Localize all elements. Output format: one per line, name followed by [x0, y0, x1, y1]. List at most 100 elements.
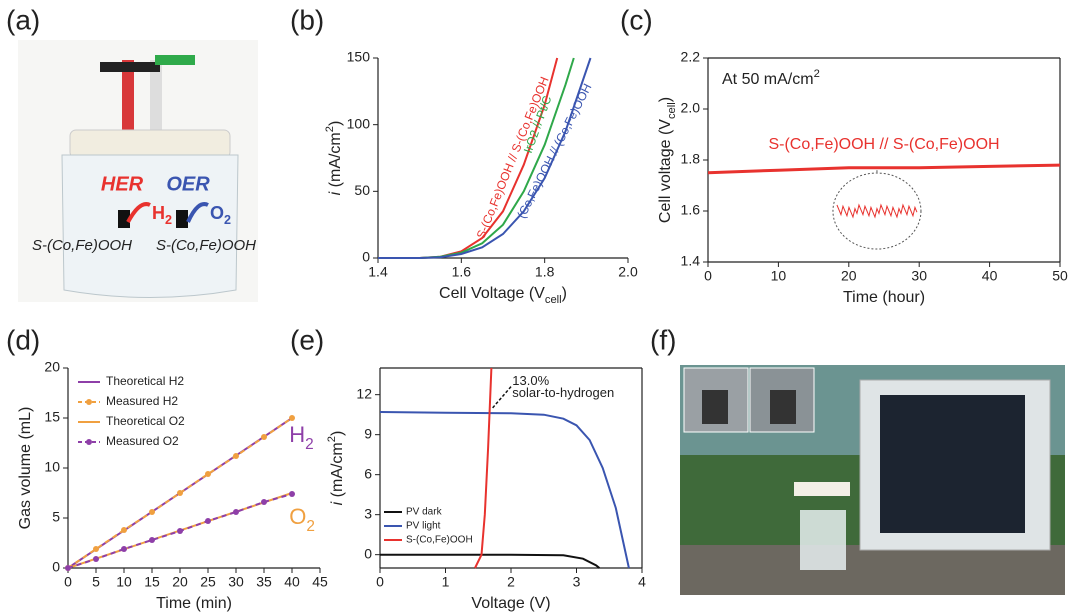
table: [680, 545, 1065, 595]
chart: 1.4 1.6 1.8 2.0 0 50 100 150 Cell Voltage (Vcell…: [324, 49, 638, 306]
x-tick-label: 10: [116, 574, 132, 590]
text-part: 2: [814, 68, 820, 80]
y-tick-label: 2.2: [681, 49, 701, 65]
point: [261, 434, 267, 440]
text-part: i: [327, 191, 344, 195]
photo-a: HER OER H2 O2 S-(Co,Fe)OOH S-(Co,Fe)OOH: [18, 40, 258, 302]
annotation: 13.0%: [512, 373, 549, 388]
series-line: [378, 57, 592, 259]
y-tick-label: 20: [44, 359, 60, 375]
inset: [832, 172, 922, 250]
y-tick-label: 150: [347, 49, 371, 65]
y-tick-label: 50: [354, 182, 370, 198]
y-tick-label: 1.6: [681, 202, 701, 218]
point: [177, 528, 183, 534]
x-tick-label: 50: [1052, 268, 1068, 284]
y-tick-label: 2.0: [681, 100, 701, 116]
panel-label: (d): [6, 324, 40, 355]
text-part: O: [289, 504, 306, 529]
o2-label: O2: [210, 203, 231, 228]
point: [205, 471, 211, 477]
x-tick-label: 10: [771, 268, 787, 284]
text-part: 2: [306, 518, 315, 535]
h2-label: H2: [152, 203, 172, 228]
inset-noise: [836, 203, 918, 219]
plot-area: [708, 163, 1060, 175]
legend-label: Measured H2: [106, 394, 178, 408]
y-axis-label: Cell voltage (Vcell): [657, 97, 678, 223]
text-part: (mA/cm: [327, 132, 344, 192]
annotation-arrow: [490, 386, 512, 410]
x-axis-label: Cell Voltage (Vcell): [439, 285, 567, 306]
legend-label: Theoretical H2: [106, 374, 184, 388]
x-tick-label: 20: [172, 574, 188, 590]
pv-panel: [880, 395, 1025, 533]
chart: 0 5 10 15 20 25 30 35 40 45 0 5 10 15 20 Time (min) Gas …: [17, 359, 328, 612]
point: [121, 546, 127, 552]
x-tick-label: 45: [312, 574, 328, 590]
text-part: O: [210, 203, 224, 223]
y-tick-label: 12: [356, 385, 372, 401]
x-tick-label: 1.6: [452, 264, 472, 280]
point: [261, 499, 267, 505]
x-tick-label: 25: [200, 574, 216, 590]
x-axis-label: Time (hour): [843, 289, 925, 306]
clip: [155, 55, 195, 65]
y-tick-label: 5: [52, 509, 60, 525]
cap: [69, 129, 231, 159]
panel-label: (b): [290, 4, 324, 35]
arrow: [186, 202, 209, 223]
x-tick-label: 1.4: [368, 264, 388, 280]
x-tick-label: 1: [442, 574, 450, 590]
legend-label: S-(Co,Fe)OOH: [406, 535, 473, 546]
x-tick-label: 35: [256, 574, 272, 590]
panel-label: (e): [290, 324, 324, 355]
text-part: (mA/cm: [329, 442, 346, 502]
point: [93, 556, 99, 562]
x-tick-label: 0: [64, 574, 72, 590]
electrode-label: S-(Co,Fe)OOH: [156, 237, 256, 254]
series-line: [708, 163, 1060, 175]
x-tick-label: 5: [92, 574, 100, 590]
point: [149, 509, 155, 515]
x-tick-label: 40: [982, 268, 998, 284]
her-label: HER: [101, 173, 144, 195]
text-part: ): [327, 121, 344, 126]
y-tick-label: 10: [44, 459, 60, 475]
text-part: 2: [326, 436, 338, 442]
text-part: H: [152, 203, 165, 223]
y-tick-label: 6: [364, 465, 372, 481]
point: [205, 518, 211, 524]
legend-label: Theoretical O2: [106, 414, 185, 428]
text-part: ): [329, 431, 346, 436]
electrode: [702, 390, 728, 424]
y-axis-label: i (mA/cm2): [326, 431, 346, 506]
text-part: 2: [224, 213, 231, 227]
chart: 0 10 20 30 40 50 1.4 1.6 1.8 2.0 2.2 Time (hour) Cel…: [657, 49, 1068, 307]
legend-marker: [86, 399, 92, 405]
y-tick-label: 9: [364, 425, 372, 441]
series-line: [474, 367, 493, 569]
annotation: H2: [289, 422, 313, 453]
x-tick-label: 30: [228, 574, 244, 590]
x-tick-label: 2: [507, 574, 515, 590]
legend-marker: [86, 439, 92, 445]
x-tick-label: 4: [638, 574, 646, 590]
point: [177, 490, 183, 496]
y-tick-label: 1.8: [681, 151, 701, 167]
oer-label: OER: [166, 173, 210, 195]
text-part: 2: [324, 126, 336, 132]
x-axis-label: Voltage (V): [471, 595, 550, 612]
series-label: S-(Co,Fe)OOH // S-(Co,Fe)OOH: [768, 136, 999, 153]
series-line: [380, 553, 601, 569]
photo-f: [680, 365, 1065, 595]
series-line: [68, 417, 293, 569]
beaker: [61, 154, 239, 298]
point: [121, 527, 127, 533]
electrode: [770, 390, 796, 424]
text-part: ): [657, 97, 674, 102]
panel-label: (c): [620, 4, 653, 35]
legend-label: Measured O2: [106, 434, 179, 448]
x-tick-label: 20: [841, 268, 857, 284]
x-tick-label: 1.8: [535, 264, 555, 280]
